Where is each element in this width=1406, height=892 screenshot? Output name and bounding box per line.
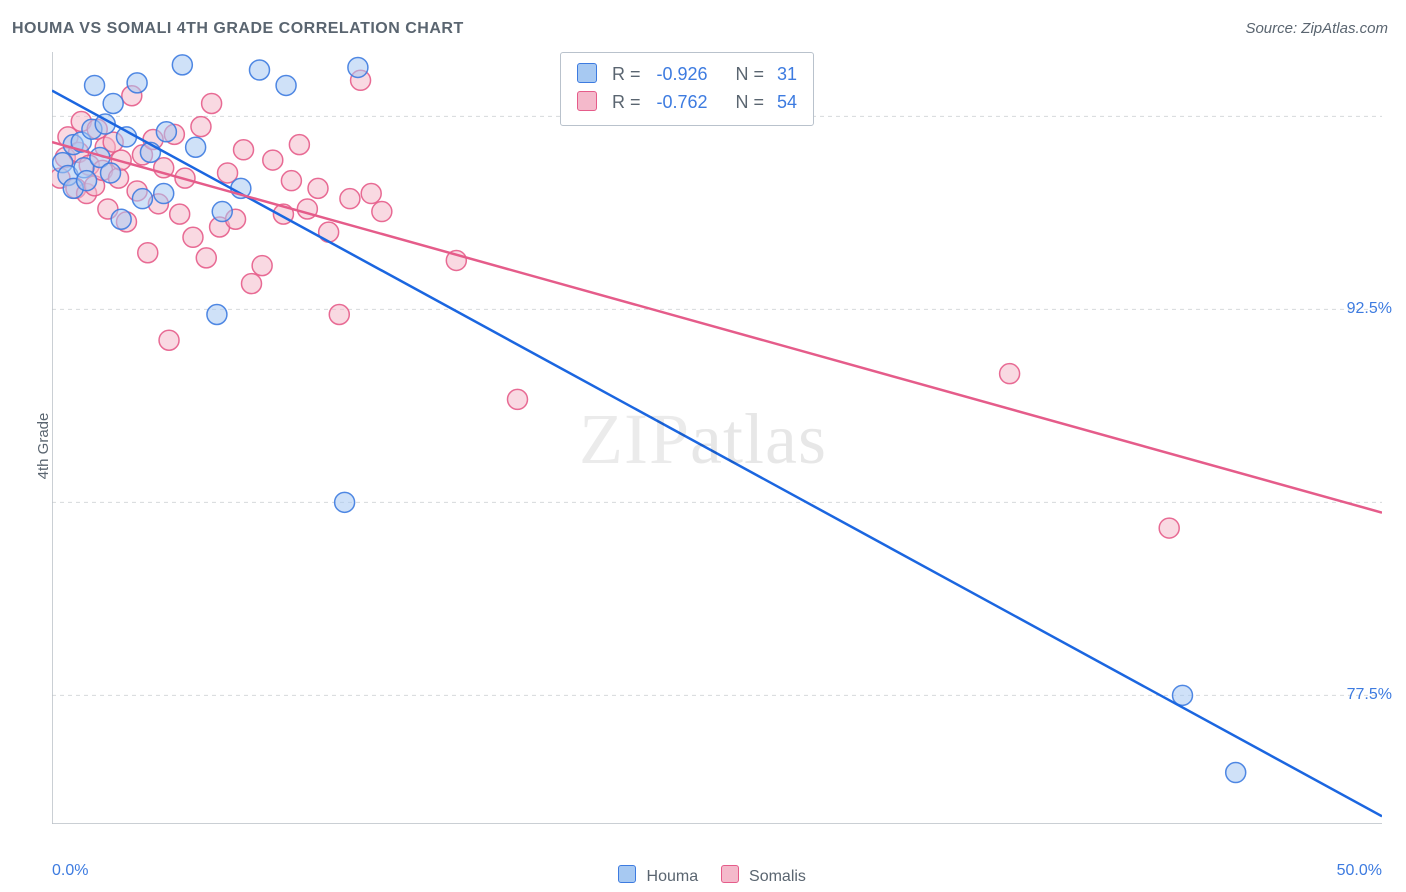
chart-plot-area [52, 52, 1382, 824]
n-value-somalis: 54 [769, 89, 797, 117]
stats-row-somalis: R = -0.762 N = 54 [577, 89, 797, 117]
stats-swatch-houma [577, 63, 597, 83]
stats-legend-box: R = -0.926 N = 31 R = -0.762 N = 54 [560, 52, 814, 126]
r-value-somalis: -0.762 [646, 89, 708, 117]
y-axis-tick-labels: 77.5% 92.5% [1322, 52, 1392, 824]
stats-row-houma: R = -0.926 N = 31 [577, 61, 797, 89]
source-label: Source: ZipAtlas.com [1245, 20, 1388, 37]
y-tick-label: 92.5% [1347, 300, 1392, 318]
legend-swatch-houma [618, 865, 636, 883]
n-value-houma: 31 [769, 61, 797, 89]
legend-label-somalis: Somalis [749, 868, 806, 885]
y-axis-label: 4th Grade [35, 413, 52, 480]
bottom-legend: Houma Somalis [0, 865, 1406, 886]
legend-swatch-somalis [721, 865, 739, 883]
y-tick-label: 77.5% [1347, 686, 1392, 704]
r-value-houma: -0.926 [646, 61, 708, 89]
stats-swatch-somalis [577, 91, 597, 111]
legend-label-houma: Houma [647, 868, 699, 885]
chart-title: HOUMA VS SOMALI 4TH GRADE CORRELATION CH… [12, 20, 464, 38]
chart-svg [52, 52, 1382, 824]
